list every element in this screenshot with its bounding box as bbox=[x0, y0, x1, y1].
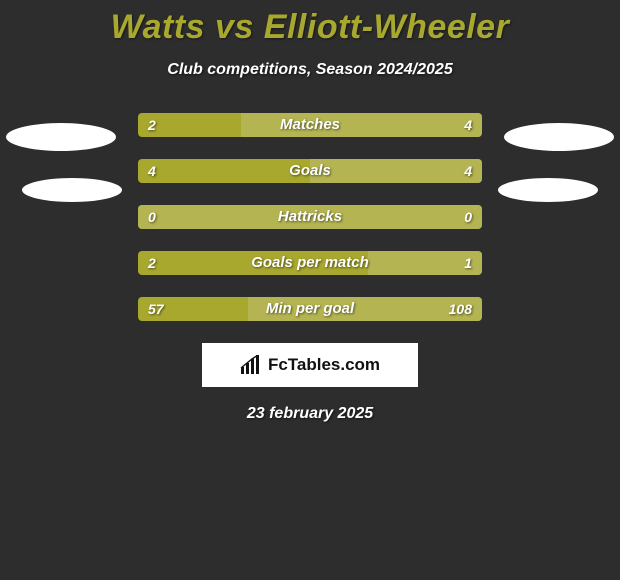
bar-label: Min per goal bbox=[138, 297, 482, 321]
chart-icon bbox=[240, 355, 262, 375]
decor-ellipse-top-right bbox=[504, 123, 614, 151]
bar-row-hattricks: 0 Hattricks 0 bbox=[138, 205, 482, 229]
bar-value-right: 1 bbox=[464, 251, 472, 275]
brand-box: FcTables.com bbox=[202, 343, 418, 387]
bar-value-right: 4 bbox=[464, 159, 472, 183]
bar-row-min-per-goal: 57 Min per goal 108 bbox=[138, 297, 482, 321]
decor-ellipse-mid-left bbox=[22, 178, 122, 202]
subtitle: Club competitions, Season 2024/2025 bbox=[0, 61, 620, 79]
bar-row-goals: 4 Goals 4 bbox=[138, 159, 482, 183]
decor-ellipse-mid-right bbox=[498, 178, 598, 202]
brand-text: FcTables.com bbox=[268, 355, 380, 375]
bar-label: Goals per match bbox=[138, 251, 482, 275]
page-title: Watts vs Elliott-Wheeler bbox=[0, 0, 620, 47]
bar-value-right: 108 bbox=[449, 297, 472, 321]
bar-label: Hattricks bbox=[138, 205, 482, 229]
bar-label: Matches bbox=[138, 113, 482, 137]
decor-ellipse-top-left bbox=[6, 123, 116, 151]
bar-row-matches: 2 Matches 4 bbox=[138, 113, 482, 137]
bar-value-right: 4 bbox=[464, 113, 472, 137]
bar-label: Goals bbox=[138, 159, 482, 183]
bar-value-right: 0 bbox=[464, 205, 472, 229]
date-line: 23 february 2025 bbox=[0, 405, 620, 423]
bar-row-goals-per-match: 2 Goals per match 1 bbox=[138, 251, 482, 275]
comparison-chart: 2 Matches 4 4 Goals 4 0 Hattricks 0 2 Go… bbox=[138, 113, 482, 321]
